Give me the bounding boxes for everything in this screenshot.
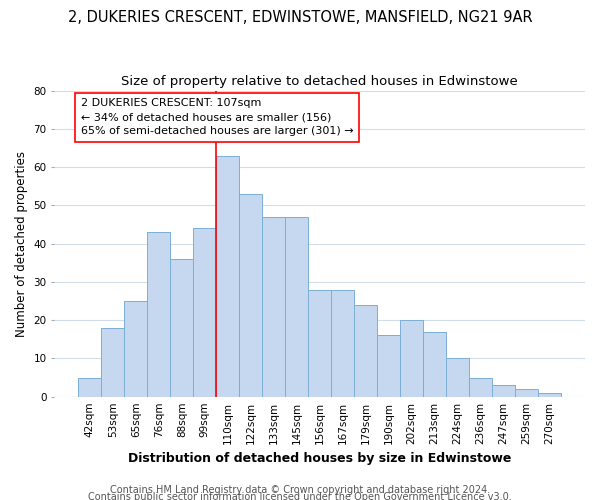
Bar bbox=[469, 378, 492, 396]
Bar bbox=[354, 305, 377, 396]
Bar bbox=[170, 259, 193, 396]
Bar bbox=[515, 389, 538, 396]
Bar bbox=[216, 156, 239, 396]
Bar bbox=[124, 301, 148, 396]
Text: 2, DUKERIES CRESCENT, EDWINSTOWE, MANSFIELD, NG21 9AR: 2, DUKERIES CRESCENT, EDWINSTOWE, MANSFI… bbox=[68, 10, 532, 25]
Bar bbox=[446, 358, 469, 397]
Title: Size of property relative to detached houses in Edwinstowe: Size of property relative to detached ho… bbox=[121, 75, 518, 88]
Bar bbox=[377, 336, 400, 396]
Bar bbox=[193, 228, 216, 396]
Text: Contains public sector information licensed under the Open Government Licence v3: Contains public sector information licen… bbox=[88, 492, 512, 500]
Bar bbox=[262, 217, 285, 396]
Bar bbox=[308, 290, 331, 397]
Text: Contains HM Land Registry data © Crown copyright and database right 2024.: Contains HM Land Registry data © Crown c… bbox=[110, 485, 490, 495]
Text: 2 DUKERIES CRESCENT: 107sqm
← 34% of detached houses are smaller (156)
65% of se: 2 DUKERIES CRESCENT: 107sqm ← 34% of det… bbox=[80, 98, 353, 136]
Bar bbox=[400, 320, 423, 396]
Bar bbox=[79, 378, 101, 396]
Bar bbox=[538, 393, 561, 396]
Bar bbox=[492, 385, 515, 396]
Y-axis label: Number of detached properties: Number of detached properties bbox=[15, 150, 28, 336]
X-axis label: Distribution of detached houses by size in Edwinstowe: Distribution of detached houses by size … bbox=[128, 452, 511, 465]
Bar bbox=[423, 332, 446, 396]
Bar bbox=[331, 290, 354, 397]
Bar bbox=[239, 194, 262, 396]
Bar bbox=[148, 232, 170, 396]
Bar bbox=[101, 328, 124, 396]
Bar bbox=[285, 217, 308, 396]
